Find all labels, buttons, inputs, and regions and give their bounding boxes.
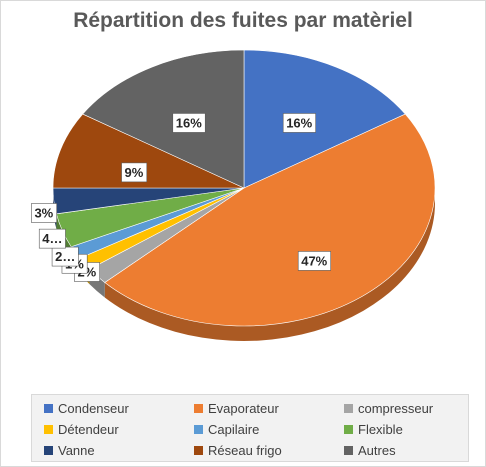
pie-slice-condenseur — [243, 49, 406, 189]
chart-legend: Condenseur Evaporateur compresseur Détendeu… — [31, 394, 469, 462]
svg-text:16%: 16% — [176, 115, 202, 130]
svg-text:16%: 16% — [286, 115, 312, 130]
svg-text:4…: 4… — [42, 231, 62, 246]
data-label-vanne: 3% — [31, 203, 57, 223]
data-label-capilaire: 2… — [51, 246, 79, 267]
pie-side-evaporateur — [104, 188, 435, 341]
legend-swatch — [194, 446, 203, 455]
legend-item-condenseur: Condenseur — [44, 401, 129, 416]
legend-label: Condenseur — [58, 401, 129, 416]
legend-swatch — [44, 404, 53, 413]
data-label-r-seau-frigo: 9% — [121, 162, 148, 183]
legend-label: Evaporateur — [208, 401, 279, 416]
legend-swatch — [194, 404, 203, 413]
legend-swatch — [344, 425, 353, 434]
data-label-condenseur: 16% — [282, 113, 316, 133]
pie-slice-autres — [82, 49, 245, 189]
legend-swatch — [194, 425, 203, 434]
legend-item-r-seau-frigo: Réseau frigo — [194, 443, 282, 458]
legend-item-compresseur: compresseur — [344, 401, 433, 416]
legend-swatch — [344, 404, 353, 413]
data-label-autres: 16% — [172, 113, 206, 133]
legend-item-capilaire: Capilaire — [194, 422, 259, 437]
svg-text:47%: 47% — [301, 253, 327, 268]
svg-text:3%: 3% — [34, 205, 53, 220]
data-label-flexible: 4… — [38, 228, 66, 249]
legend-label: Capilaire — [208, 422, 260, 437]
legend-label: compresseur — [358, 401, 434, 416]
legend-label: Flexible — [358, 422, 403, 437]
pie-slice-evaporateur — [104, 113, 436, 327]
legend-label: Détendeur — [58, 422, 119, 437]
legend-item-d-tendeur: Détendeur — [44, 422, 119, 437]
data-label-evaporateur: 47% — [297, 251, 331, 271]
legend-item-evaporateur: Evaporateur — [194, 401, 279, 416]
pie-chart: 16%47%2%1%2…4…3%9%16% — [31, 49, 436, 341]
svg-text:9%: 9% — [125, 165, 144, 180]
legend-item-autres: Autres — [344, 443, 396, 458]
legend-swatch — [44, 425, 53, 434]
pie-slice-r-seau-frigo — [52, 113, 245, 189]
legend-label: Vanne — [58, 443, 95, 458]
legend-swatch — [344, 446, 353, 455]
legend-item-flexible: Flexible — [344, 422, 403, 437]
legend-label: Autres — [358, 443, 396, 458]
legend-item-vanne: Vanne — [44, 443, 95, 458]
svg-text:2…: 2… — [55, 249, 75, 264]
legend-label: Réseau frigo — [208, 443, 282, 458]
legend-swatch — [44, 446, 53, 455]
chart-title: Répartition des fuites par matèriel — [73, 9, 413, 32]
